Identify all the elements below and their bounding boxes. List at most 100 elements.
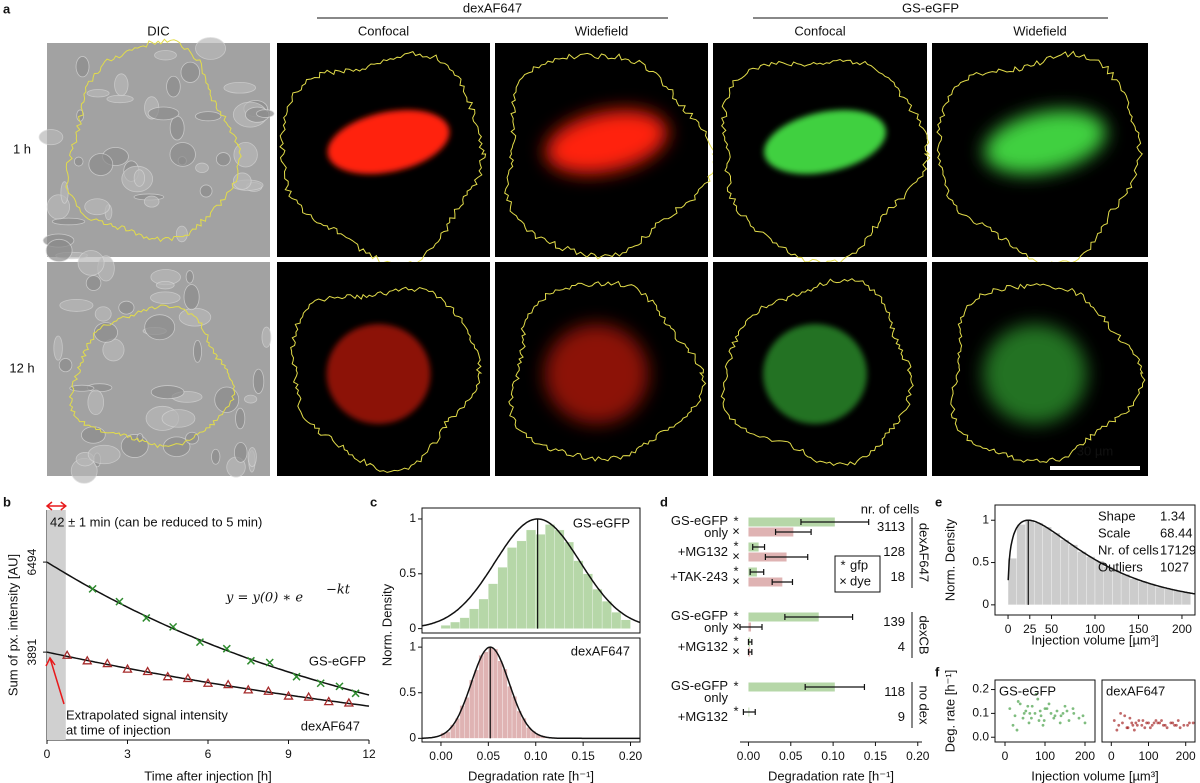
point xyxy=(1176,719,1180,722)
point xyxy=(1148,726,1152,730)
dic-texture xyxy=(215,152,231,167)
point xyxy=(1028,711,1032,715)
point xyxy=(1013,714,1017,718)
series-marker: × xyxy=(732,618,740,633)
error-bar xyxy=(747,639,753,645)
x-tick-label: 0.00 xyxy=(737,749,761,763)
error-bar xyxy=(804,684,866,690)
legend-box xyxy=(834,555,881,593)
dic-texture xyxy=(162,436,191,458)
dic-texture xyxy=(59,298,94,312)
dic-texture xyxy=(84,198,110,216)
histogram-bar xyxy=(469,608,480,629)
histogram-bar xyxy=(1164,588,1174,605)
point xyxy=(1011,723,1015,727)
point xyxy=(1016,700,1020,703)
point xyxy=(1045,707,1049,711)
bar xyxy=(748,612,819,622)
point xyxy=(1041,723,1045,727)
cell-outline xyxy=(950,283,1146,463)
column-header: Confocal xyxy=(794,23,845,38)
fit-curve xyxy=(422,646,640,740)
dic-texture xyxy=(73,156,84,167)
dic-texture xyxy=(45,238,73,263)
point xyxy=(1145,721,1149,725)
legend-marker: × xyxy=(839,573,847,588)
bar xyxy=(748,527,794,537)
x-tick-label: 3 xyxy=(124,747,131,761)
cell-outline xyxy=(508,280,707,462)
dic-texture xyxy=(143,195,160,208)
cell-signal xyxy=(984,109,1106,175)
annotation-arrow xyxy=(45,656,65,705)
shaded-region xyxy=(47,510,66,740)
point xyxy=(162,671,173,681)
point xyxy=(88,584,97,593)
histogram-bar xyxy=(1120,574,1130,605)
dic-texture xyxy=(195,111,222,122)
histogram-bar xyxy=(611,612,622,629)
category-label: GS-eGFP xyxy=(671,678,728,693)
x-tick-label: 0 xyxy=(1108,749,1115,763)
point xyxy=(1065,709,1069,713)
series-label: GS-eGFP xyxy=(573,515,630,530)
point xyxy=(62,649,73,659)
cell-outline xyxy=(721,58,931,265)
cell-signal xyxy=(764,109,886,175)
x-axis-label: Injection volume [µm³] xyxy=(1031,768,1158,783)
histogram-bar xyxy=(1173,590,1183,605)
cell-count: 9 xyxy=(898,709,905,724)
point xyxy=(292,672,301,681)
bar xyxy=(748,517,835,527)
y-tick-label: 0.0 xyxy=(972,729,989,743)
point xyxy=(122,663,133,673)
plot-frame xyxy=(421,507,641,634)
y-tick-label: 0 xyxy=(409,621,416,635)
panel-label: e xyxy=(935,494,942,509)
fit-curve xyxy=(421,518,641,627)
point xyxy=(202,677,214,687)
cell-signal xyxy=(327,109,450,175)
dic-texture xyxy=(147,106,180,121)
dic-texture xyxy=(169,115,185,141)
error-bar xyxy=(742,709,756,715)
histogram-bar xyxy=(497,660,503,739)
point xyxy=(1037,719,1041,722)
equation-exponent: −kt xyxy=(326,583,351,598)
category-label: only xyxy=(704,525,728,540)
cell-outline xyxy=(279,50,487,266)
dic-texture xyxy=(252,368,265,394)
histogram-bar xyxy=(554,529,565,629)
legend-label: dye xyxy=(850,573,871,588)
histogram-bar xyxy=(440,625,451,629)
y-tick-label: 0 xyxy=(409,731,416,745)
panel-label: d xyxy=(660,494,668,509)
x-tick-label: 100 xyxy=(1138,749,1158,763)
dic-texture xyxy=(136,433,144,443)
x-tick-label: 0.20 xyxy=(906,749,930,763)
legend-label: gfp xyxy=(850,557,868,572)
y-tick-label: 0.1 xyxy=(972,706,989,720)
point xyxy=(1039,714,1043,718)
point xyxy=(243,684,254,694)
dic-texture xyxy=(193,339,202,363)
x-tick-label: 150 xyxy=(1128,622,1148,636)
x-tick-label: 0.10 xyxy=(821,749,845,763)
x-tick-label: 0.10 xyxy=(524,749,548,763)
error-bar xyxy=(747,649,753,655)
point xyxy=(263,685,274,695)
group-label: no dex xyxy=(917,685,932,725)
x-axis-label: Degradation rate [h⁻¹] xyxy=(768,768,894,783)
error-bar xyxy=(774,529,812,535)
dic-texture xyxy=(120,434,149,458)
category-label: +MG132 xyxy=(678,639,728,654)
dic-texture xyxy=(93,322,118,343)
dic-texture xyxy=(58,358,73,373)
category-label: +MG132 xyxy=(678,709,728,724)
panel-label: a xyxy=(3,1,11,16)
cell-outline xyxy=(720,278,914,467)
dic-texture xyxy=(211,448,221,465)
dic-texture xyxy=(233,442,248,463)
error-bar xyxy=(749,569,765,575)
point xyxy=(1132,728,1136,732)
